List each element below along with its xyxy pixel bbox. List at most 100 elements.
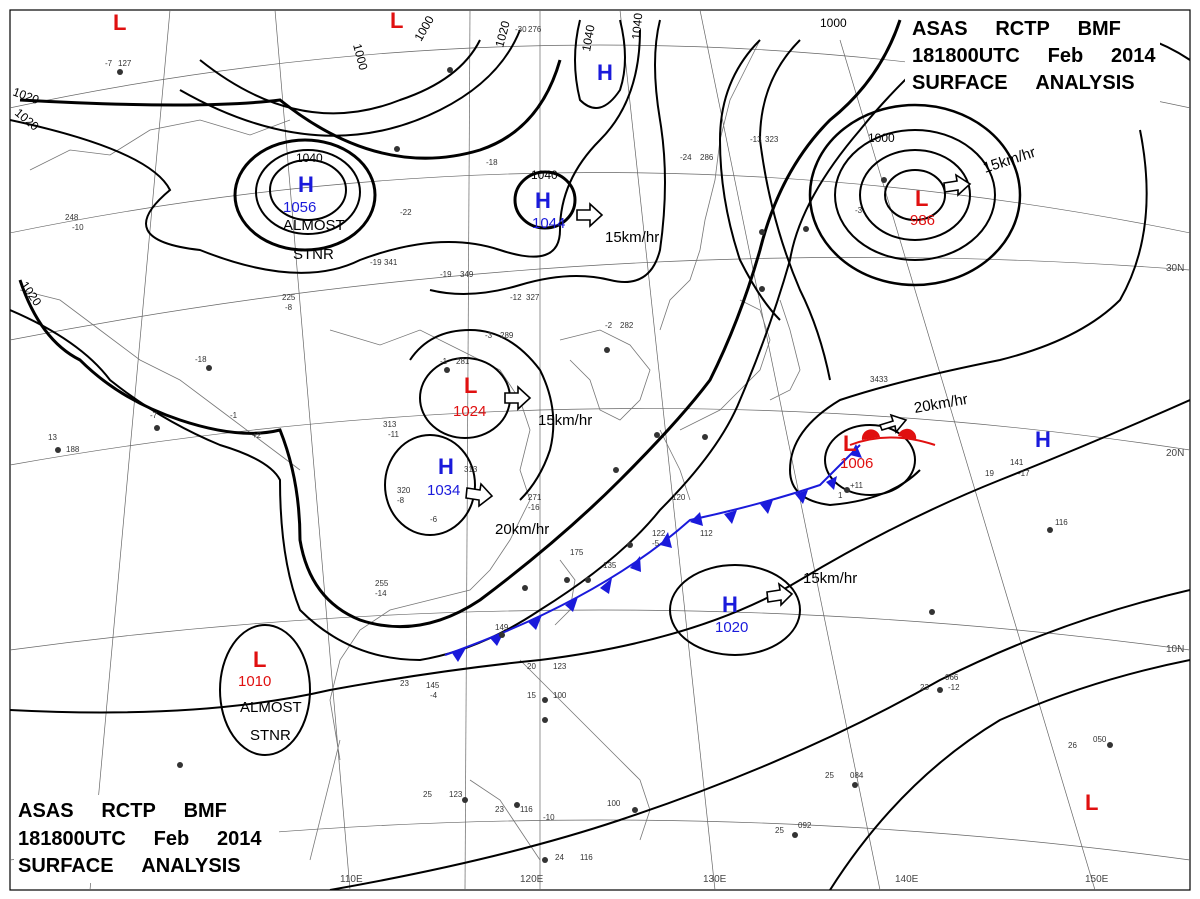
high-center: H 1056 ALMOST STNR [283,172,345,263]
latitude-label: 10N [1166,644,1184,655]
svg-text:+11: +11 [850,481,864,490]
low-center: L [1085,790,1098,815]
svg-text:25: 25 [775,826,784,835]
svg-text:L: L [843,431,856,456]
map-frame [9,9,1191,891]
svg-text:-14: -14 [375,589,387,598]
svg-text:141: 141 [1010,458,1024,467]
svg-text:255: 255 [375,579,389,588]
isobar-label: 1000 [350,42,371,72]
svg-text:-19: -19 [370,258,382,267]
svg-text:248: 248 [65,213,79,222]
title-line: ASAS RCTP BMF [912,18,1121,40]
svg-text:127: 127 [118,59,132,68]
svg-text:286: 286 [700,153,714,162]
svg-text:-10: -10 [72,223,84,232]
svg-text:092: 092 [798,821,812,830]
title-line: SURFACE ANALYSIS [912,72,1135,94]
svg-text:ALMOST: ALMOST [240,699,302,716]
svg-text:100: 100 [607,799,621,808]
high-center: H [1035,427,1051,452]
pressure-systems: H 1056 ALMOST STNR H 1044 15km/hr H 1034… [113,8,1098,815]
svg-text:-8: -8 [285,303,293,312]
svg-text:L: L [464,373,477,398]
svg-text:24: 24 [555,853,564,862]
coastlines [19,39,801,861]
svg-text:1006: 1006 [840,455,873,472]
svg-text:122: 122 [652,529,666,538]
svg-text:341: 341 [384,258,398,267]
svg-text:349: 349 [460,270,474,279]
svg-text:149: 149 [495,623,509,632]
low-center: L 1010 ALMOST STNR [238,647,302,744]
svg-text:-24: -24 [680,153,692,162]
svg-text:15: 15 [527,691,536,700]
svg-text:STNR: STNR [250,727,291,744]
svg-text:-16: -16 [528,503,540,512]
longitude-label: 150E [1085,874,1109,885]
svg-text:066: 066 [945,673,959,682]
svg-text:STNR: STNR [293,246,334,263]
arrow-986 [943,173,972,197]
svg-text:112: 112 [700,529,713,538]
motion-arrows [465,173,972,607]
svg-text:-7: -7 [105,59,113,68]
svg-text:23: 23 [920,683,929,692]
svg-text:323: 323 [765,135,779,144]
svg-text:1020: 1020 [715,619,748,636]
svg-text:145: 145 [426,681,440,690]
svg-text:1010: 1010 [238,673,271,690]
latitude-line-30n [10,256,1190,341]
svg-text:-8: -8 [397,496,405,505]
latitude-label: 30N [1166,263,1184,274]
svg-text:120: 120 [672,493,686,502]
svg-text:225: 225 [282,293,296,302]
svg-text:19: 19 [985,469,994,478]
isobar-label: 1040 [296,151,323,165]
svg-text:327: 327 [526,293,540,302]
low-center: L [113,10,126,35]
svg-text:26: 26 [1068,741,1077,750]
svg-text:313: 313 [464,465,478,474]
svg-text:1034: 1034 [427,482,460,499]
svg-text:23: 23 [495,805,504,814]
svg-text:-10: -10 [543,813,555,822]
svg-text:25: 25 [423,790,432,799]
svg-text:-7: -7 [150,411,158,420]
svg-text:271: 271 [528,493,542,502]
svg-text:-2: -2 [605,321,613,330]
svg-text:116: 116 [520,805,533,814]
svg-text:100: 100 [553,691,567,700]
svg-text:3433: 3433 [870,375,888,384]
svg-text:1: 1 [838,491,843,500]
longitude-label: 130E [703,874,727,885]
arrow-1044 [576,202,604,228]
isobar-label: 1000 [820,16,847,30]
svg-text:-3: -3 [855,206,863,215]
cold-front [444,444,862,662]
motion-label: 15km/hr [538,412,592,429]
svg-text:282: 282 [620,321,634,330]
svg-text:-3: -3 [485,331,493,340]
title-line: ASAS RCTP BMF [18,800,227,822]
svg-text:-6: -6 [430,515,438,524]
svg-text:986: 986 [910,212,935,229]
low-center: L [390,8,403,33]
high-center: H 1044 15km/hr [532,188,659,246]
title-line: SURFACE ANALYSIS [18,855,241,877]
longitude-label: 120E [520,874,544,885]
isobar-label: 1020 [492,19,513,49]
svg-text:-5: -5 [652,539,660,548]
motion-label: 20km/hr [495,521,549,538]
svg-text:313: 313 [383,420,397,429]
high-center: H 1020 15km/hr [715,570,857,636]
svg-text:123: 123 [553,662,567,671]
warm-front [849,428,936,446]
svg-text:281: 281 [456,357,470,366]
svg-text:-12: -12 [948,683,960,692]
svg-text:-13: -13 [750,135,762,144]
svg-text:-4: -4 [430,691,438,700]
svg-text:116: 116 [1055,518,1068,527]
